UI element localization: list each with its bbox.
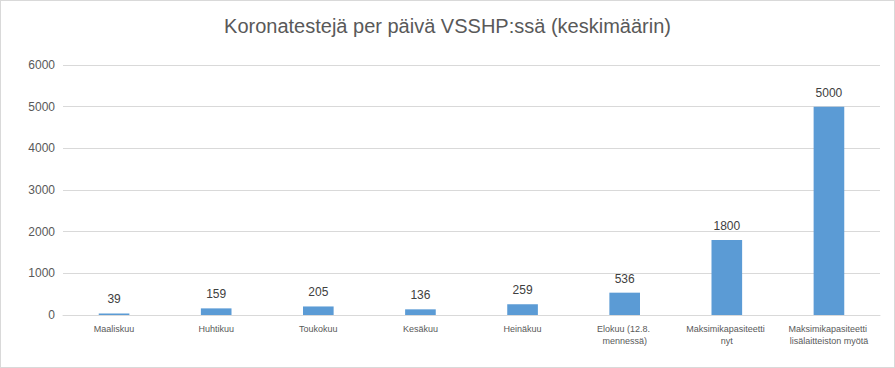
svg-text:Maksimikapasiteetti: Maksimikapasiteetti — [686, 324, 767, 334]
svg-text:Elokuu (12.8.: Elokuu (12.8. — [597, 324, 653, 334]
svg-text:1800: 1800 — [713, 219, 740, 233]
svg-text:5000: 5000 — [816, 86, 843, 100]
svg-text:nyt: nyt — [721, 336, 734, 346]
svg-text:mennessä): mennessä) — [602, 336, 647, 346]
svg-text:1000: 1000 — [28, 266, 55, 280]
svg-text:Kesäkuu: Kesäkuu — [403, 324, 438, 334]
svg-text:Heinäkuu: Heinäkuu — [504, 324, 542, 334]
svg-text:Koronatestejä per päivä VSSHP:: Koronatestejä per päivä VSSHP:ssä (keski… — [224, 15, 671, 37]
svg-text:2000: 2000 — [28, 225, 55, 239]
svg-text:lisälaitteiston myötä: lisälaitteiston myötä — [790, 336, 869, 346]
svg-text:39: 39 — [107, 292, 121, 306]
svg-text:Maaliskuu: Maaliskuu — [94, 324, 135, 334]
svg-text:3000: 3000 — [28, 183, 55, 197]
svg-text:259: 259 — [513, 283, 533, 297]
svg-text:205: 205 — [308, 285, 328, 299]
svg-text:5000: 5000 — [28, 100, 55, 114]
svg-text:Maksimikapasiteetti: Maksimikapasiteetti — [788, 324, 869, 334]
svg-text:0: 0 — [48, 308, 55, 322]
svg-text:6000: 6000 — [28, 58, 55, 72]
svg-text:Toukokuu: Toukokuu — [299, 324, 338, 334]
svg-text:536: 536 — [615, 272, 635, 286]
svg-text:159: 159 — [206, 287, 226, 301]
svg-text:4000: 4000 — [28, 141, 55, 155]
svg-text:136: 136 — [410, 288, 430, 302]
svg-text:Huhtikuu: Huhtikuu — [198, 324, 234, 334]
